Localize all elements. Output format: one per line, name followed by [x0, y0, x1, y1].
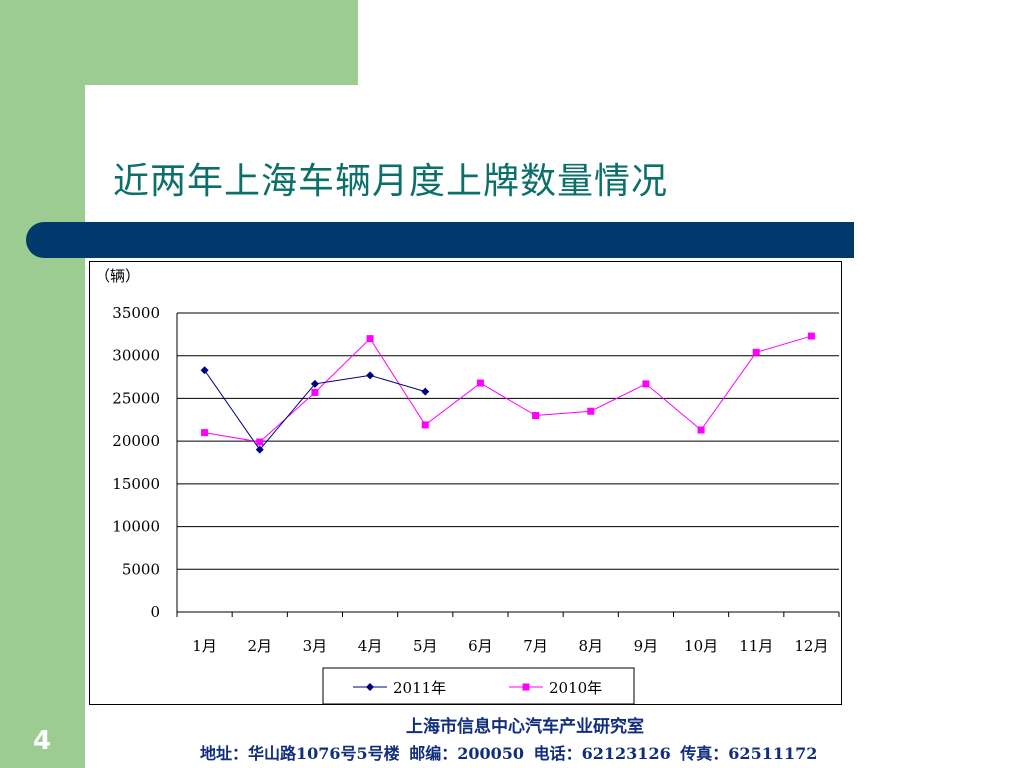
- footer-fax: 传真：62511172: [680, 744, 818, 763]
- y-tick-label: 30000: [112, 347, 160, 365]
- footer-org: 上海市信息中心汽车产业研究室: [406, 717, 644, 737]
- y-tick-label: 0: [150, 603, 160, 621]
- x-tick-label: 12月: [794, 637, 828, 655]
- legend-marker: [366, 683, 374, 691]
- legend-marker: [522, 683, 530, 691]
- y-unit-label: （辆）: [95, 267, 140, 285]
- slide-title: 近两年上海车辆月度上牌数量情况: [113, 161, 669, 202]
- x-tick-label: 7月: [523, 637, 548, 655]
- y-tick-label: 20000: [112, 432, 160, 450]
- data-point: [310, 379, 319, 388]
- x-tick-label: 5月: [413, 637, 438, 655]
- x-tick-label: 1月: [192, 637, 217, 655]
- page-number: 4: [33, 726, 52, 756]
- legend-label: 2011年: [393, 679, 446, 697]
- x-tick-label: 4月: [358, 637, 383, 655]
- data-point: [421, 421, 429, 429]
- x-tick-label: 6月: [468, 637, 493, 655]
- top-green-block: [0, 0, 358, 85]
- data-point: [200, 366, 209, 375]
- data-point: [532, 412, 540, 420]
- footer-contact: 地址：华山路1076号5号楼 邮编：200050 电话：62123126 传真：…: [200, 740, 1020, 764]
- x-tick-label: 9月: [634, 637, 659, 655]
- x-tick-label: 10月: [684, 637, 718, 655]
- data-point: [256, 438, 264, 446]
- y-tick-label: 35000: [112, 304, 160, 322]
- y-tick-label: 25000: [112, 389, 160, 407]
- legend-label: 2010年: [549, 679, 602, 697]
- data-point: [255, 445, 264, 454]
- series-line-1: [204, 335, 812, 443]
- y-tick-label: 5000: [122, 560, 160, 578]
- data-point: [752, 348, 760, 356]
- data-point: [807, 332, 815, 340]
- x-tick-label: 3月: [303, 637, 328, 655]
- footer-postcode: 邮编：200050: [409, 744, 525, 763]
- data-point: [476, 379, 484, 387]
- title-underline-bar: [26, 222, 854, 258]
- y-tick-label: 15000: [112, 475, 160, 493]
- footer-phone: 电话：62123126: [533, 744, 671, 763]
- data-point: [201, 429, 209, 437]
- data-point: [642, 380, 650, 388]
- data-point: [366, 335, 374, 343]
- footer-address: 地址：华山路1076号5号楼: [200, 744, 400, 763]
- sidebar-green-strip: [0, 0, 85, 768]
- x-tick-label: 11月: [739, 637, 773, 655]
- data-point: [421, 387, 430, 396]
- legend-box: [322, 667, 635, 705]
- data-point: [697, 426, 705, 434]
- data-point: [366, 371, 375, 380]
- chart-frame: [89, 261, 842, 705]
- data-point: [311, 388, 319, 396]
- data-point: [587, 407, 595, 415]
- y-tick-label: 10000: [112, 518, 160, 536]
- x-tick-label: 8月: [578, 637, 603, 655]
- x-tick-label: 2月: [247, 637, 272, 655]
